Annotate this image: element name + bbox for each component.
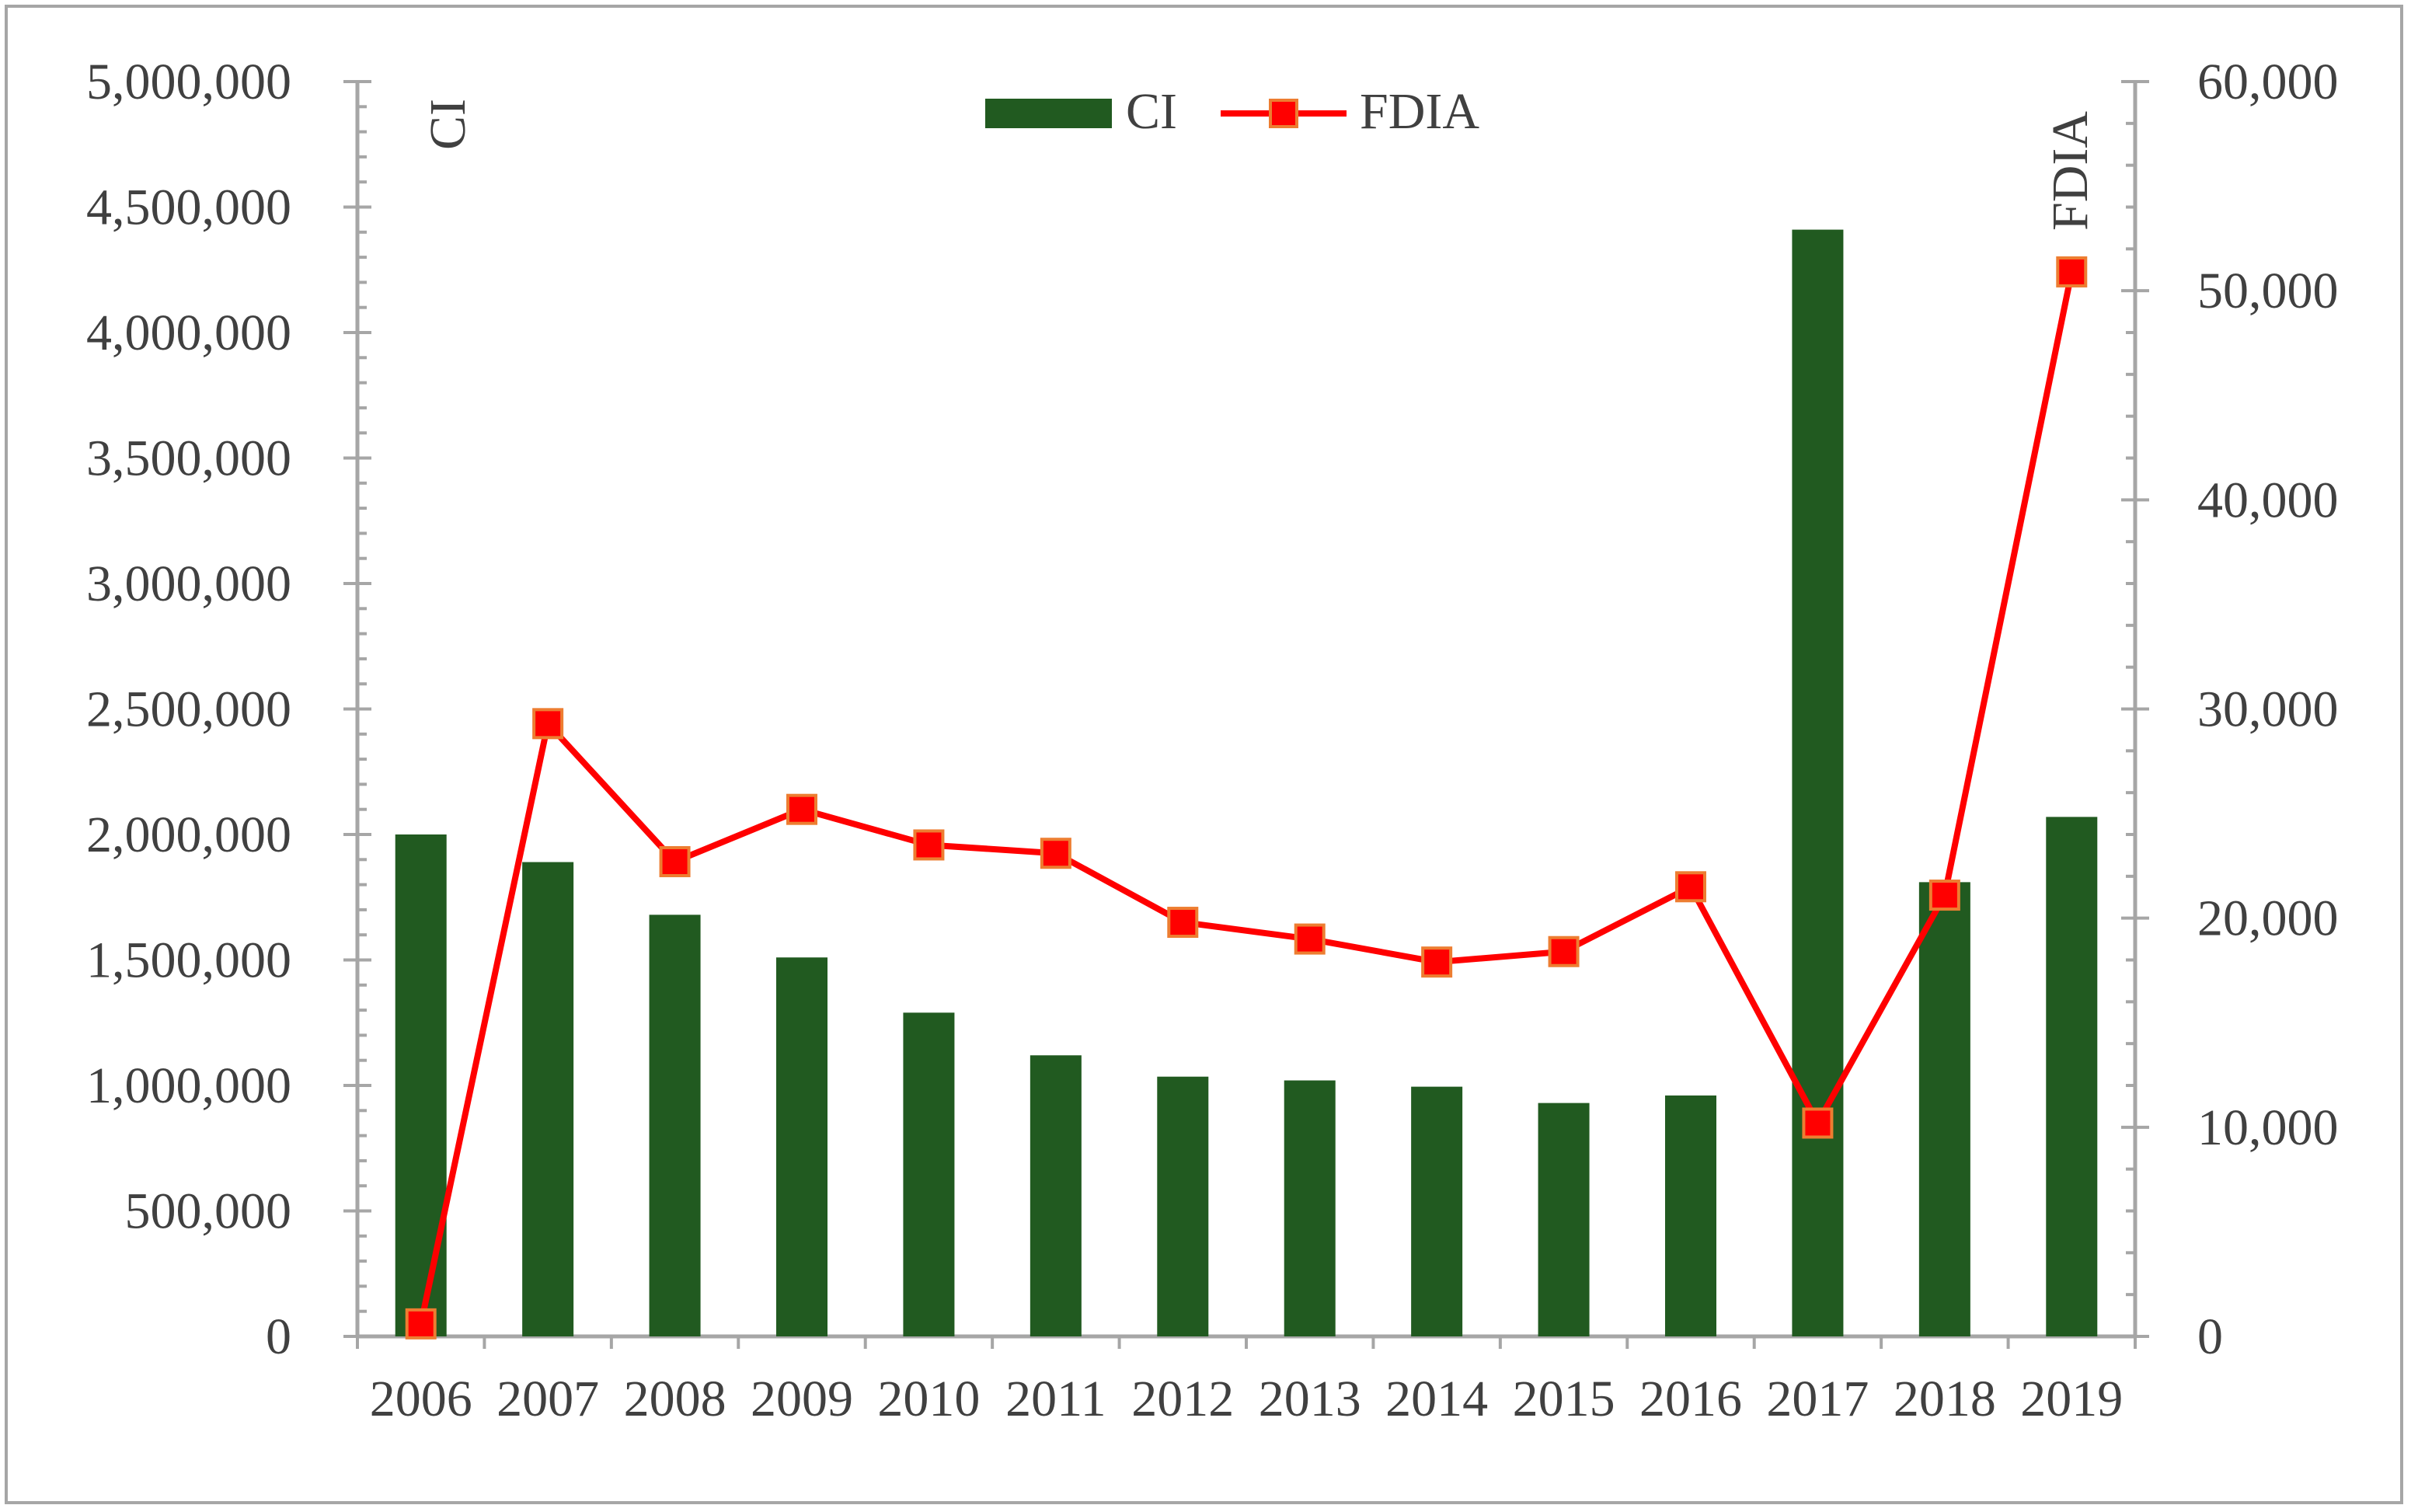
x-tick-label: 2013	[1259, 1371, 1361, 1427]
fdia-marker	[1802, 1107, 1834, 1139]
ci-bar	[1538, 1103, 1590, 1336]
x-tick-label: 2010	[877, 1371, 980, 1427]
fdia-marker	[532, 708, 564, 740]
right-tick-label: 50,000	[2197, 263, 2339, 319]
right-tick-label: 10,000	[2197, 1099, 2339, 1156]
left-tick-label: 500,000	[125, 1183, 292, 1240]
right-tick-label: 40,000	[2197, 472, 2339, 528]
x-tick-label: 2012	[1131, 1371, 1234, 1427]
x-tick-label: 2007	[496, 1371, 599, 1427]
fdia-marker	[1294, 923, 1326, 955]
ci-bar	[1918, 882, 1970, 1336]
x-tick-label: 2006	[370, 1371, 472, 1427]
x-tick-label: 2011	[1005, 1371, 1106, 1427]
left-tick-label: 0	[266, 1308, 291, 1365]
fdia-marker	[1167, 907, 1199, 939]
x-tick-label: 2015	[1513, 1371, 1615, 1427]
ci-bar	[1792, 229, 1844, 1336]
left-tick-label: 1,500,000	[86, 932, 291, 989]
ci-bar	[903, 1012, 955, 1336]
left-tick-label: 2,500,000	[86, 681, 291, 738]
right-tick-label: 30,000	[2197, 681, 2339, 738]
ci-bar	[1665, 1095, 1716, 1336]
left-tick-label: 4,500,000	[86, 179, 291, 236]
ci-bar	[522, 862, 574, 1336]
ci-bar	[776, 957, 827, 1336]
legend-ci-swatch	[985, 99, 1112, 128]
left-tick-label: 5,000,000	[86, 54, 291, 110]
right-tick-label: 0	[2197, 1308, 2223, 1365]
fdia-line	[417, 271, 2075, 1325]
legend-fdia-label: FDIA	[1360, 83, 1479, 140]
x-tick-label: 2014	[1385, 1371, 1488, 1427]
left-tick-label: 2,000,000	[86, 807, 291, 863]
legend-fdia-marker	[1269, 99, 1298, 128]
ci-bar	[1030, 1055, 1082, 1336]
fdia-line-series	[405, 256, 2088, 1340]
x-tick-label: 2019	[2020, 1371, 2123, 1427]
x-tick-label: 2017	[1766, 1371, 1869, 1427]
left-tick-label: 4,000,000	[86, 305, 291, 361]
axes	[343, 80, 2149, 1349]
bars	[395, 229, 2098, 1336]
ci-bar	[1411, 1086, 1463, 1336]
x-tick-label: 2009	[751, 1371, 853, 1427]
fdia-marker	[1928, 880, 1960, 911]
x-tick-label: 2016	[1639, 1371, 1742, 1427]
x-tick-label: 2008	[624, 1371, 726, 1427]
left-tick-label: 3,000,000	[86, 556, 291, 612]
x-tick-label: 2018	[1894, 1371, 1996, 1427]
fdia-marker	[1548, 935, 1580, 967]
fdia-marker	[913, 829, 945, 861]
left-tick-label: 3,500,000	[86, 430, 291, 487]
fdia-marker	[659, 845, 691, 877]
ci-bar	[395, 834, 447, 1336]
fdia-marker	[2056, 256, 2088, 287]
tick-labels: 0 500,000 1,000,000 1,500,000 2,000,000 2,500…	[86, 54, 2339, 1427]
ci-bar	[1284, 1080, 1336, 1336]
ci-bar	[2046, 817, 2098, 1336]
left-axis-title-group: CI	[420, 99, 476, 150]
fdia-marker	[1040, 838, 1071, 869]
right-axis-title: FDIA	[2042, 111, 2099, 231]
fdia-marker	[1421, 946, 1453, 978]
legend: CI FDIA	[985, 83, 1479, 140]
ci-bar	[649, 915, 701, 1336]
ci-bar	[1157, 1076, 1209, 1336]
left-tick-label: 1,000,000	[86, 1057, 291, 1114]
legend-ci-label: CI	[1126, 83, 1177, 140]
fdia-marker	[405, 1308, 437, 1340]
fdia-marker	[1675, 871, 1706, 903]
right-tick-label: 20,000	[2197, 890, 2339, 947]
right-tick-label: 60,000	[2197, 54, 2339, 110]
fdia-marker	[786, 793, 817, 825]
left-axis-title: CI	[420, 99, 476, 150]
right-axis-title-group: FDIA	[2042, 111, 2099, 231]
